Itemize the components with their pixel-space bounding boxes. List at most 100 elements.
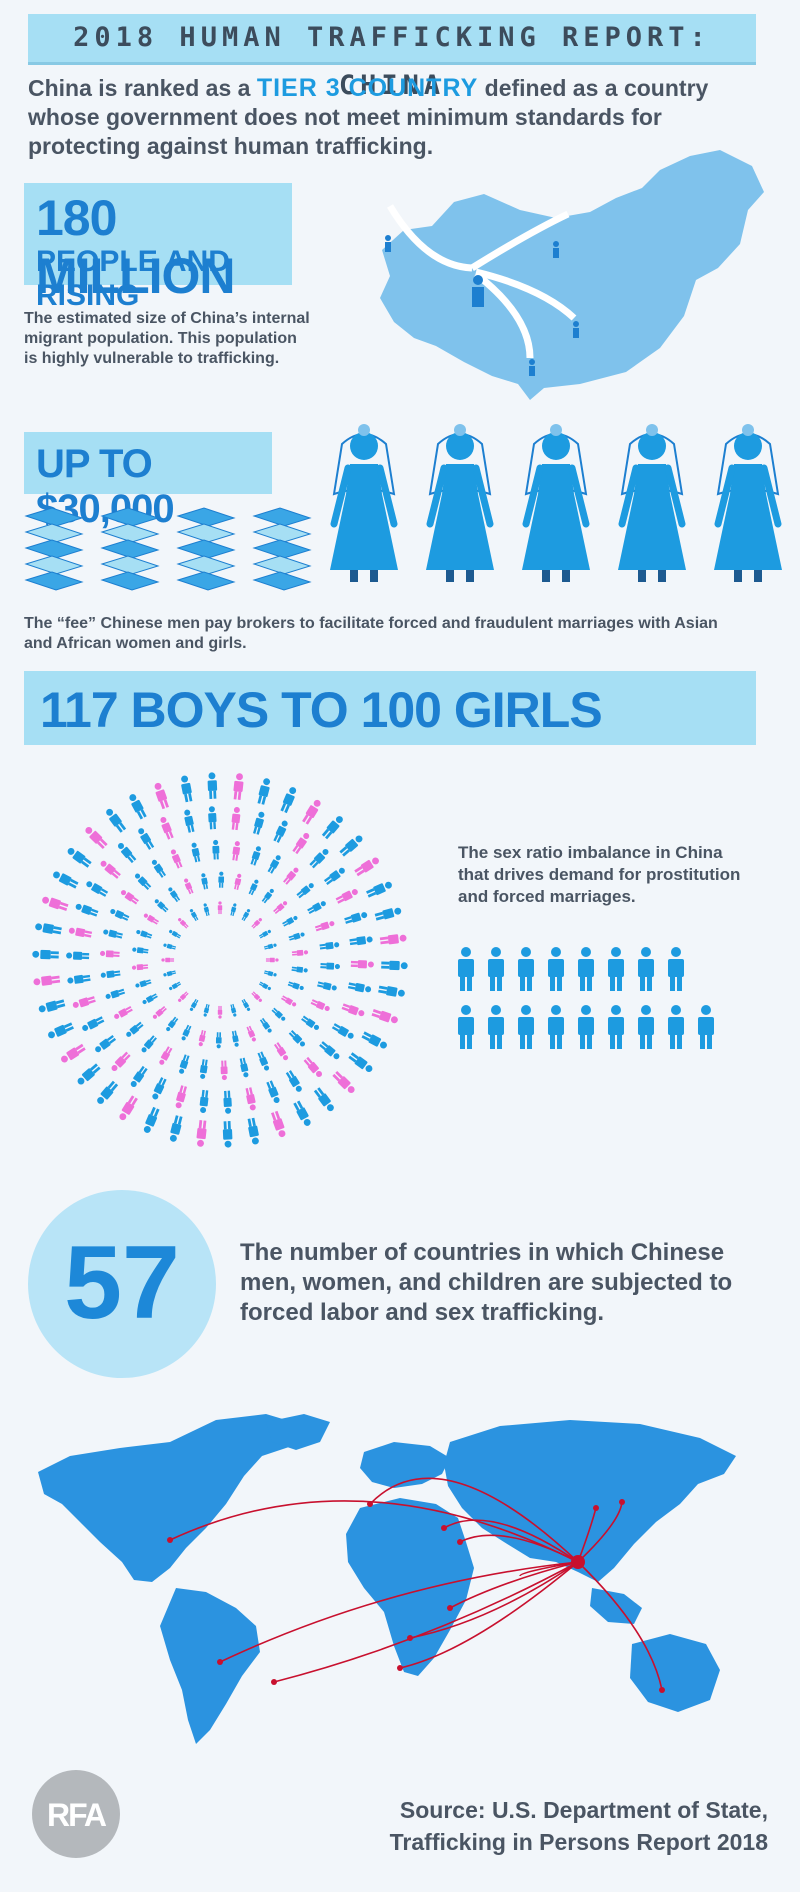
boy-icon xyxy=(218,871,225,888)
boy-icon xyxy=(288,1030,306,1047)
boy-icon xyxy=(32,949,59,960)
boy-icon xyxy=(189,998,199,1011)
boy-icon xyxy=(317,981,337,991)
migrant-stat-line1: 180 MILLION xyxy=(36,190,236,304)
person-icon xyxy=(668,1005,684,1049)
boy-icon xyxy=(288,932,305,941)
money-stack-icon xyxy=(24,507,84,591)
page-title: 2018 HUMAN TRAFFICKING REPORT: CHINA xyxy=(73,22,711,101)
intro-after: defined as a country whose government do… xyxy=(28,75,709,159)
girl-icon xyxy=(292,833,310,855)
boy-icon xyxy=(223,1090,232,1114)
girl-icon xyxy=(273,901,288,915)
boy-icon xyxy=(230,903,237,917)
bride-icon xyxy=(522,424,590,582)
bride-icons xyxy=(330,424,782,582)
boy-icon xyxy=(130,1065,148,1087)
boy-icon xyxy=(271,1007,286,1021)
boy-icon xyxy=(77,1063,101,1085)
girl-icon xyxy=(154,782,169,810)
girl-icon xyxy=(303,1056,323,1077)
girl-icon xyxy=(271,1110,286,1138)
bride-icon xyxy=(714,424,782,582)
people-radial-graphic xyxy=(32,772,408,1148)
source-line-2: Trafficking in Persons Report 2018 xyxy=(389,1829,768,1855)
boy-icon xyxy=(66,951,90,960)
boy-icon xyxy=(105,988,126,999)
money-stacks xyxy=(24,507,312,591)
boy-icon xyxy=(241,998,251,1011)
girl-icon xyxy=(335,889,358,904)
girl-icon xyxy=(232,841,241,861)
person-icon xyxy=(518,947,534,991)
boy-icon xyxy=(181,1024,192,1041)
boy-icon xyxy=(179,1054,190,1074)
girl-icon xyxy=(120,890,139,905)
girl-icon xyxy=(114,1005,133,1019)
girl-icon xyxy=(233,773,244,800)
boy-icon xyxy=(349,936,373,946)
boy-icon xyxy=(250,846,261,866)
boy-icon xyxy=(293,1100,311,1126)
rfa-logo-text: RFA xyxy=(47,1797,107,1833)
boy-icon xyxy=(313,1087,334,1112)
boy-icon xyxy=(230,1003,237,1017)
girl-icon xyxy=(281,995,297,1007)
boy-icon xyxy=(258,929,271,939)
boy-icon xyxy=(126,1021,144,1037)
girl-icon xyxy=(184,878,194,895)
girl-icon xyxy=(350,960,374,969)
girl-icon xyxy=(234,873,242,890)
fee-amount: UP TO $30,000 xyxy=(36,442,175,531)
boy-icon xyxy=(253,811,265,835)
girl-icon xyxy=(251,918,262,929)
person-icon xyxy=(548,947,564,991)
boy-icon xyxy=(75,903,99,917)
boy-icon xyxy=(129,794,147,820)
boy-icon xyxy=(199,1059,208,1079)
girl-icon xyxy=(302,799,321,825)
boy-icon xyxy=(67,974,91,984)
girl-icon xyxy=(68,927,93,938)
boy-icon xyxy=(331,1023,354,1039)
girl-icon xyxy=(178,918,189,929)
girl-icon xyxy=(246,1025,256,1042)
boy-icon xyxy=(309,848,329,869)
boy-icon xyxy=(374,907,402,921)
boy-icon xyxy=(280,787,297,814)
boy-icon xyxy=(241,909,251,922)
boy-icon xyxy=(168,887,181,903)
boy-icon xyxy=(287,981,304,991)
boy-icon xyxy=(381,960,408,971)
bride-icon xyxy=(426,424,494,582)
ratio-headline: 117 BOYS TO 100 GIRLS xyxy=(40,682,603,738)
boy-icon xyxy=(169,1115,183,1142)
girl-icon xyxy=(354,857,379,877)
boy-icon xyxy=(339,835,363,857)
boy-icon xyxy=(191,842,201,863)
person-icon xyxy=(458,1005,474,1049)
boy-icon xyxy=(321,816,343,840)
boy-icon xyxy=(152,1077,167,1100)
girl-icon xyxy=(310,999,330,1011)
boy-icon xyxy=(110,909,130,921)
girl-icon xyxy=(341,1003,365,1017)
boy-icon xyxy=(207,772,218,799)
girl-icon xyxy=(33,975,61,986)
boy-icon xyxy=(82,1016,105,1031)
boy-icon xyxy=(231,1030,239,1047)
boy-icon xyxy=(132,947,149,954)
boy-icon xyxy=(348,1052,373,1073)
boy-icon xyxy=(199,1089,209,1114)
china-map xyxy=(380,150,764,400)
title-banner: 2018 HUMAN TRAFFICKING REPORT: CHINA xyxy=(28,14,756,101)
boy-icon xyxy=(285,1070,302,1092)
boy-icon xyxy=(323,867,345,886)
boy-icon xyxy=(201,873,209,890)
person-icon xyxy=(518,1005,534,1049)
person-icon xyxy=(638,947,654,991)
girl-icon xyxy=(231,806,241,831)
girl-icon xyxy=(175,1085,187,1109)
boy-icon xyxy=(261,888,274,904)
boy-icon xyxy=(212,839,220,860)
